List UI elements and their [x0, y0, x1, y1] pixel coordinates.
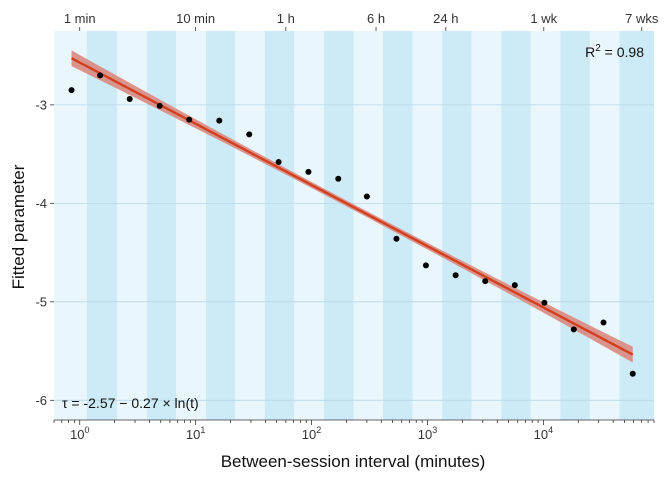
background-band: [264, 31, 295, 420]
background-band: [146, 31, 177, 420]
y-axis-title: Fitted parameter: [9, 164, 28, 289]
data-point: [570, 326, 577, 333]
top-tick-label: 6 h: [367, 11, 385, 26]
r-squared-sup: 2: [595, 43, 601, 54]
data-point: [629, 370, 636, 377]
x-axis: 100 101 102 103 104: [53, 419, 655, 442]
data-point: [305, 168, 312, 175]
data-point: [246, 131, 253, 138]
data-point: [363, 193, 370, 200]
background-band: [235, 31, 265, 420]
top-tick-label: 7 wks: [625, 11, 659, 26]
r-squared-value: = 0.98: [601, 44, 644, 60]
data-point: [216, 117, 223, 124]
data-point: [452, 272, 459, 279]
y-tick-label: -5: [35, 294, 47, 309]
background-band: [176, 31, 207, 420]
background-band: [501, 31, 531, 420]
fit-line: [70, 57, 634, 356]
x-tick-label: 100: [70, 425, 89, 442]
data-point: [422, 262, 429, 269]
data-point: [335, 175, 342, 182]
background-band: [589, 31, 620, 420]
top-tick-label: 1 min: [64, 11, 96, 26]
r-squared-annotation: R2 = 0.98: [585, 43, 644, 60]
data-point: [511, 282, 518, 289]
data-point: [275, 158, 282, 165]
top-tick-label: 24 h: [433, 11, 458, 26]
data-point: [541, 299, 548, 306]
y-tick-label: -3: [35, 97, 47, 112]
y-axis: -3 -4 -5 -6: [35, 97, 54, 408]
background-band: [412, 31, 443, 420]
data-point: [156, 102, 163, 109]
top-tick-label: 1 wk: [530, 11, 557, 26]
x-tick-label: 104: [534, 425, 553, 442]
background-band: [54, 31, 87, 420]
data-point: [393, 235, 400, 242]
background-band: [323, 31, 354, 420]
top-tick-label: 10 min: [176, 11, 215, 26]
background-band: [353, 31, 383, 420]
x-tick-label: 103: [418, 425, 437, 442]
x-tick-label: 101: [186, 425, 205, 442]
background-band: [619, 31, 654, 420]
y-tick-label: -4: [35, 196, 47, 211]
fit-line-path: [70, 57, 634, 356]
background-band: [294, 31, 324, 420]
background-band: [442, 31, 472, 420]
background-band: [206, 31, 236, 420]
top-tick-label: 1 h: [277, 11, 295, 26]
data-point: [482, 278, 489, 285]
data-point: [68, 87, 75, 94]
r-squared-base: R: [585, 44, 595, 60]
x-tick-label: 102: [302, 425, 321, 442]
data-point: [97, 72, 104, 79]
x-axis-title: Between-session interval (minutes): [221, 452, 486, 471]
y-tick-label: -6: [35, 393, 47, 408]
background-band: [560, 31, 590, 420]
background-band: [471, 31, 502, 420]
equation-annotation: τ = -2.57 − 0.27 × ln(t): [62, 395, 199, 411]
data-point: [126, 95, 133, 102]
data-point: [186, 116, 193, 123]
data-point: [600, 319, 607, 326]
background-bands: [54, 31, 654, 420]
data-points: [68, 72, 636, 377]
top-axis: 1 min 10 min 1 h 6 h 24 h 1 wk 7 wks: [64, 11, 659, 31]
background-band: [530, 31, 561, 420]
background-band: [86, 31, 118, 420]
